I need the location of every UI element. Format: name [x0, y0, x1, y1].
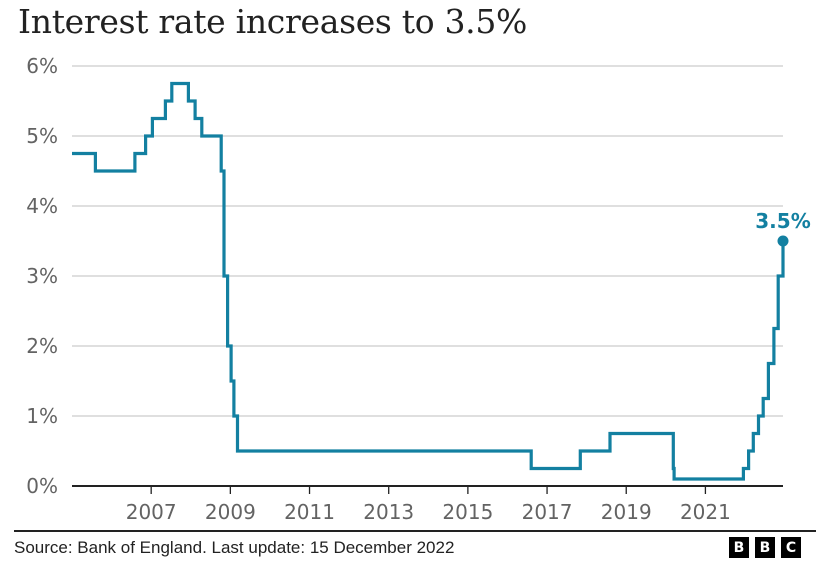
annotations: 3.5%	[755, 209, 810, 233]
gridlines	[72, 65, 783, 417]
bbc-logo-letter: B	[729, 537, 749, 558]
x-tick-label: 2011	[284, 500, 335, 524]
bbc-logo-letter: B	[755, 537, 775, 558]
x-tick-label: 2017	[522, 500, 573, 524]
bbc-logo-letter: C	[781, 537, 801, 558]
x-axis: 2007 2009 2011 2013 2015 2017 2019 2021	[72, 485, 783, 524]
x-tick-label: 2007	[126, 500, 177, 524]
y-tick-label: 4%	[26, 194, 58, 218]
y-tick-label: 6%	[26, 54, 58, 78]
y-tick-label: 1%	[26, 404, 58, 428]
y-tick-label: 5%	[26, 124, 58, 148]
series-line-bank-rate	[72, 81, 785, 481]
series-group	[72, 81, 789, 481]
x-tick-label: 2009	[205, 500, 256, 524]
y-axis-labels: 0% 1% 2% 3% 4% 5% 6%	[26, 54, 58, 498]
x-tick-label: 2015	[442, 500, 493, 524]
x-tick-label: 2021	[680, 500, 731, 524]
data-label: 3.5%	[755, 209, 810, 233]
y-tick-label: 0%	[26, 474, 58, 498]
y-tick-label: 3%	[26, 264, 58, 288]
chart-title: Interest rate increases to 3.5%	[18, 2, 528, 41]
end-point-marker	[777, 235, 789, 247]
x-tick-label: 2013	[363, 500, 414, 524]
footer-divider	[14, 530, 816, 532]
x-tick-label: 2019	[601, 500, 652, 524]
y-tick-label: 2%	[26, 334, 58, 358]
bbc-logo: B B C	[729, 537, 801, 558]
source-note: Source: Bank of England. Last update: 15…	[14, 538, 455, 557]
